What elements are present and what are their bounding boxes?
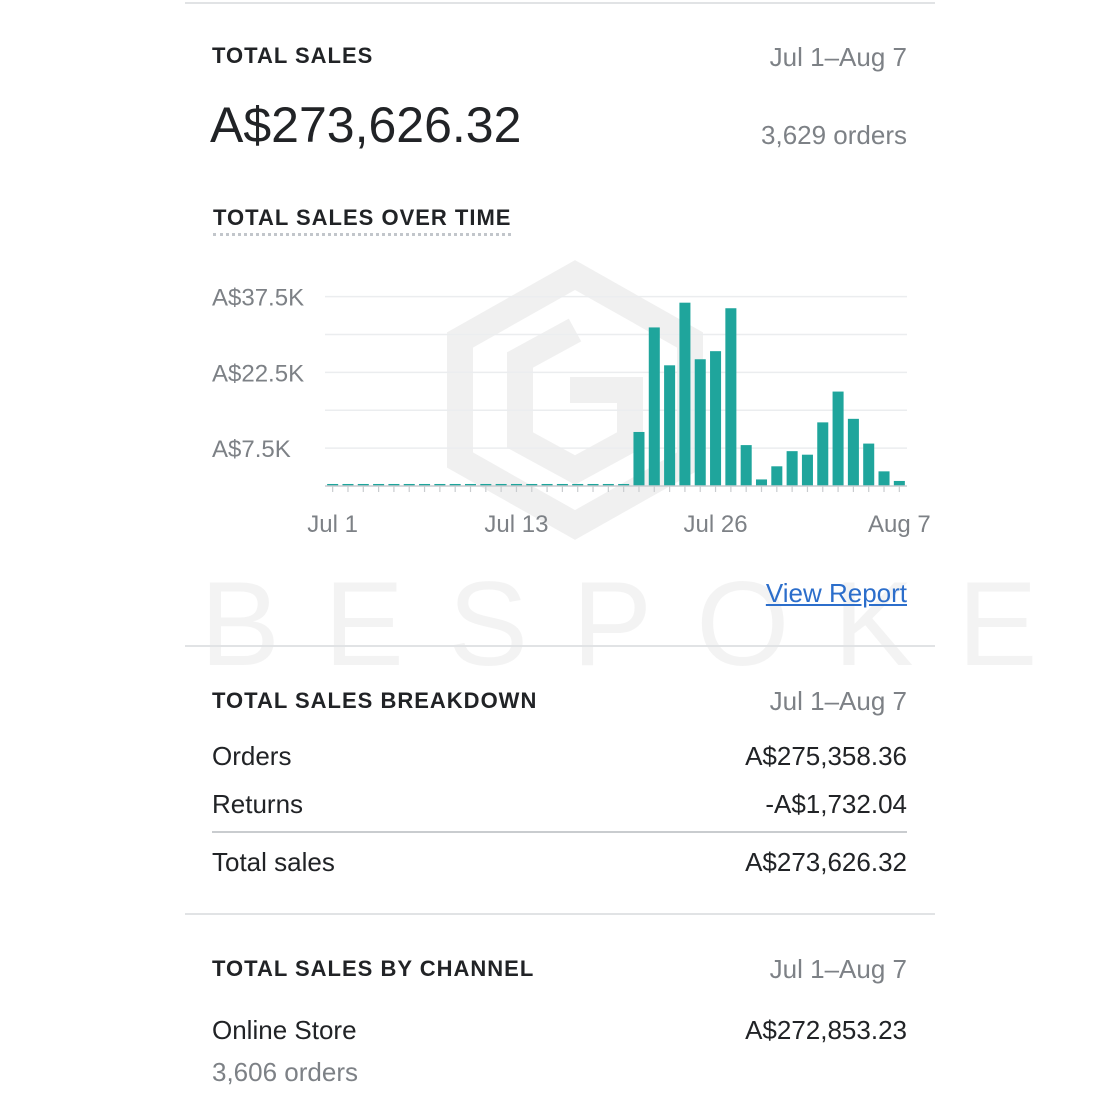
chart-bar	[587, 483, 599, 486]
chart-bar	[648, 327, 660, 486]
chart-bar	[556, 483, 568, 486]
chart-bar	[357, 483, 369, 486]
chart-bar	[679, 302, 691, 486]
orders-label: Orders	[212, 741, 292, 771]
chart-bar	[710, 351, 722, 486]
chart-bar	[832, 391, 844, 486]
view-report-link[interactable]: View Report	[766, 578, 907, 609]
chart-bar	[495, 483, 507, 486]
chart-bar	[602, 483, 614, 486]
total-sales-heading: TOTAL SALES	[212, 43, 374, 68]
top-divider	[185, 2, 935, 4]
section-divider-1	[185, 645, 935, 647]
y-tick-label: A$37.5K	[212, 285, 304, 312]
chart-bar	[541, 483, 553, 486]
breakdown-heading: TOTAL SALES BREAKDOWN	[212, 688, 538, 713]
x-tick-label: Jul 13	[484, 511, 548, 538]
x-tick-label: Aug 7	[868, 511, 931, 538]
chart-bar	[801, 454, 813, 486]
chart-bar	[725, 308, 737, 486]
chart-title[interactable]: TOTAL SALES OVER TIME	[213, 205, 512, 236]
total-sales-label: Total sales	[212, 847, 335, 877]
chart-bar	[388, 483, 400, 486]
section-divider-2	[185, 913, 935, 915]
chart-bar	[526, 483, 538, 486]
x-tick-label: Jul 1	[307, 511, 358, 538]
chart-bar	[740, 445, 752, 486]
summary-date-range: Jul 1–Aug 7	[769, 42, 907, 72]
chart-bar	[510, 483, 522, 486]
total-sales-amount: A$273,626.32	[210, 97, 522, 153]
chart-bar	[419, 483, 431, 486]
chart-bar	[755, 479, 768, 486]
chart-bar	[817, 422, 829, 486]
chart-bar	[449, 483, 461, 486]
chart-bar	[480, 483, 492, 486]
chart-bar	[863, 443, 875, 486]
chart-bar	[847, 418, 859, 486]
chart-bar	[434, 483, 446, 486]
breakdown-date-range: Jul 1–Aug 7	[769, 686, 907, 716]
channel-orders: 3,606 orders	[212, 1057, 358, 1087]
channel-name: Online Store	[212, 1015, 357, 1045]
view-report-link-text: View Report	[765, 578, 907, 608]
returns-label: Returns	[212, 789, 304, 819]
y-tick-label: A$22.5K	[212, 360, 304, 387]
returns-value: -A$1,732.04	[765, 789, 907, 819]
chart-bar	[572, 483, 584, 486]
channel-heading: TOTAL SALES BY CHANNEL	[212, 956, 535, 981]
chart-bar	[342, 483, 354, 486]
breakdown-total-divider	[212, 831, 907, 833]
chart-bar	[694, 359, 706, 486]
chart-bar	[618, 483, 630, 486]
chart-bar	[664, 365, 676, 486]
orders-value: A$275,358.36	[745, 741, 907, 771]
y-tick-label: A$7.5K	[212, 436, 291, 463]
channel-value: A$272,853.23	[745, 1015, 907, 1045]
chart-bar	[893, 480, 905, 486]
watermark-text: BESPOKE	[200, 555, 1082, 693]
chart-bar	[633, 431, 645, 486]
total-sales-value: A$273,626.32	[745, 847, 907, 877]
chart-bar	[327, 483, 339, 486]
orders-count: 3,629 orders	[761, 120, 907, 150]
channel-date-range: Jul 1–Aug 7	[769, 954, 907, 984]
sales-over-time-chart: A$37.5K A$22.5K A$7.5K Jul 1 Jul 13 Jul 26 Aug…	[212, 285, 931, 538]
chart-bar	[464, 483, 477, 486]
chart-bar	[373, 483, 385, 486]
chart-bar	[878, 471, 890, 486]
chart-bar	[786, 451, 798, 486]
chart-bar	[403, 483, 415, 486]
chart-title-text: TOTAL SALES OVER TIME	[213, 205, 512, 236]
chart-bar	[771, 466, 783, 486]
x-tick-label: Jul 26	[684, 511, 748, 538]
